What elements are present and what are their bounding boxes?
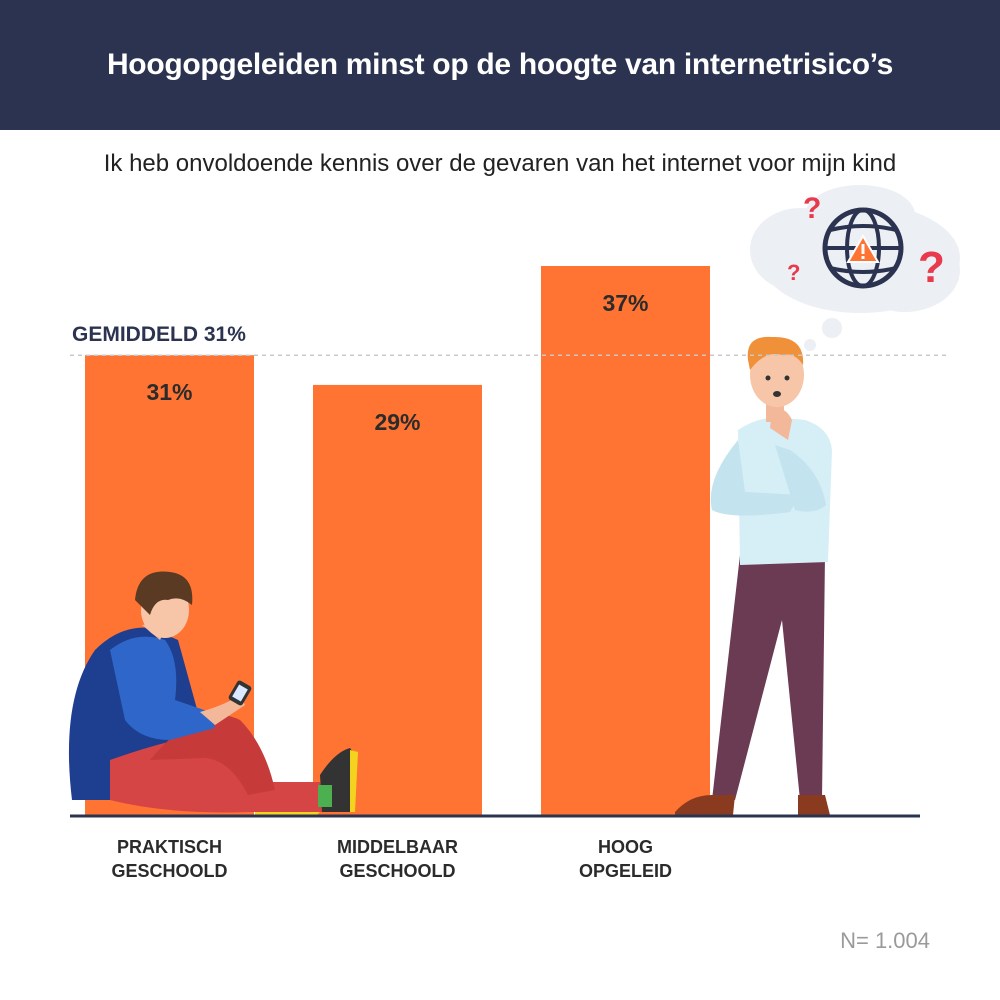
value-label-3: 37% [602,290,648,316]
value-label-1: 31% [146,379,192,405]
category-label-3-line-1: HOOG [598,837,653,857]
category-label-2-line-1: MIDDELBAAR [337,837,458,857]
sample-size-note: N= 1.004 [840,928,930,953]
category-label-1-line-2: GESCHOOLD [111,861,227,881]
bar-2 [313,384,482,816]
bar-3 [541,266,710,816]
globe-warning-icon [822,207,904,289]
man-thinking-illustration [675,336,832,815]
value-label-2: 29% [374,409,420,435]
page-title: Hoogopgeleiden minst op de hoogte van in… [106,48,894,81]
category-label-1-line-1: PRAKTISCH [117,837,222,857]
average-reference-label: GEMIDDELD 31% [72,323,246,346]
reference-layer: GEMIDDELD 31% [70,323,950,356]
question-mark-icon: ? [918,243,945,292]
category-label-2-line-2: GESCHOOLD [339,861,455,881]
thought-bubble: ? ? ? [750,185,960,351]
question-mark-icon: ? [803,192,821,225]
question-mark-icon: ? [787,260,800,285]
header-banner: Hoogopgeleiden minst op de hoogte van in… [0,0,1000,130]
boy-sitting-illustration [68,571,358,816]
category-label-3-line-2: OPGELEID [579,861,672,881]
labels-layer: 31% PRAKTISCH GESCHOOLD 29% MIDDELBAAR GESCHO… [111,290,672,881]
chart-subtitle: Ik heb onvoldoende kennis over de gevare… [103,150,897,177]
